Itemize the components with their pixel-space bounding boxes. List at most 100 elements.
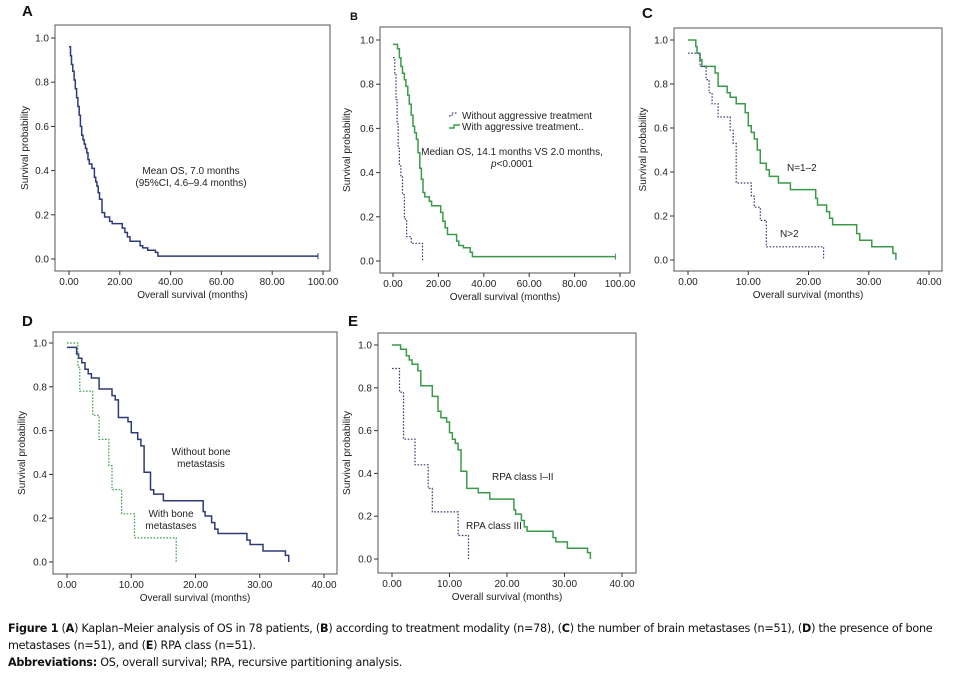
y-tick-label: 0.0 xyxy=(360,257,374,268)
y-tick-label: 0.4 xyxy=(33,470,47,481)
figure-label: Figure 1 xyxy=(8,622,59,635)
caption-panel-ref-d: D xyxy=(802,622,812,635)
x-tick-label: 10.00 xyxy=(437,579,462,590)
y-tick-label: 0.0 xyxy=(35,255,49,266)
abbreviations-line: Abbreviations: OS, overall survival; RPA… xyxy=(8,654,963,671)
plot-frame-e xyxy=(377,332,637,574)
p-value-text: <0.0001 xyxy=(497,159,534,170)
x-tick-label: 60.00 xyxy=(209,277,234,288)
legend-label-with: With aggressive treatment.. xyxy=(462,122,584,133)
y-tick-label: 0.2 xyxy=(33,514,47,525)
x-tick-label: 20.00 xyxy=(107,277,132,288)
survival-curve-b-1 xyxy=(393,57,424,261)
annotation-mean-os: Mean OS, 7.0 months xyxy=(142,166,239,177)
caption-panel-ref-b: B xyxy=(320,622,329,635)
x-tick-label: 100.00 xyxy=(308,277,339,288)
y-tick-label: 0.6 xyxy=(33,426,47,437)
y-tick-label: 0.0 xyxy=(33,558,47,569)
y-tick-label: 0.8 xyxy=(360,80,374,91)
x-tick-label: 30.00 xyxy=(856,277,881,288)
panel-a: A 0.0 0.2 0.4 0.6 0.8 1.0 0.00 20.00 40.00 60.00 8… xyxy=(20,3,339,301)
y-tick-label: 1.0 xyxy=(654,36,668,47)
legend-label-without: Without aggressive treatment xyxy=(462,111,592,122)
x-tick-label: 0.00 xyxy=(383,279,403,290)
x-tick-label: 40.00 xyxy=(609,579,634,590)
panel-b: B 0.0 0.2 0.4 0.6 0.8 1.0 0.00 20.00 40.00 60.00 8… xyxy=(342,11,636,303)
y-tick-label: 0.4 xyxy=(358,469,372,480)
x-tick-label: 20.00 xyxy=(494,579,519,590)
plot-frame-a xyxy=(54,24,331,272)
annotation-without-bone-2: metastasis xyxy=(177,459,225,470)
y-axis-label: Survival probability xyxy=(342,411,353,495)
annotation-rpa-iii: RPA class III xyxy=(466,521,522,532)
y-tick-label: 0.4 xyxy=(654,168,668,179)
legend-symbol-with xyxy=(449,124,460,129)
annotation-rpa-i-ii: RPA class I–II xyxy=(492,472,554,483)
plot-frame-b xyxy=(379,26,631,274)
abbreviations-text: OS, overall survival; RPA, recursive par… xyxy=(96,656,403,669)
caption-panel-ref-c: C xyxy=(561,622,570,635)
y-tick-label: 0.0 xyxy=(358,555,372,566)
y-tick-label: 1.0 xyxy=(35,34,49,45)
survival-curve-e-1 xyxy=(392,344,592,559)
annotation-n2: N>2 xyxy=(780,229,799,240)
x-axis-label: Overall survival (months) xyxy=(450,292,561,303)
x-axis-label: Overall survival (months) xyxy=(452,592,563,603)
x-tick-label: 0.00 xyxy=(57,580,77,591)
panel-letter-e: E xyxy=(348,313,358,330)
panel-e: E 0.0 0.2 0.4 0.6 0.8 1.0 0.00 10.00 20.00 30.00 4… xyxy=(342,313,637,603)
y-tick-label: 0.6 xyxy=(360,124,374,135)
caption-text: according to treatment modality (n=78), xyxy=(332,622,558,635)
x-tick-label: 40.00 xyxy=(471,279,496,290)
annotation-n12: N=1–2 xyxy=(787,163,817,174)
x-tick-label: 20.00 xyxy=(183,580,208,591)
y-tick-label: 0.4 xyxy=(35,166,49,177)
x-tick-label: 0.00 xyxy=(678,277,698,288)
survival-curve-e-2 xyxy=(392,367,470,559)
y-axis-label: Survival probability xyxy=(20,106,31,190)
caption-text: RPA class (n=51). xyxy=(157,639,256,652)
survival-curve-a-1 xyxy=(69,46,318,257)
y-tick-label: 0.8 xyxy=(654,80,668,91)
y-tick-label: 0.6 xyxy=(35,122,49,133)
figure-caption: Figure 1 (A) Kaplan–Meier analysis of OS… xyxy=(8,620,963,671)
annotation-without-bone-1: Without bone xyxy=(172,447,231,458)
caption-panel-ref-a: A xyxy=(65,622,75,635)
panel-letter-c: C xyxy=(642,5,653,22)
y-tick-label: 0.8 xyxy=(358,383,372,394)
annotation-p-value: p<0.0001 xyxy=(490,159,533,170)
y-tick-label: 0.6 xyxy=(654,124,668,135)
x-tick-label: 60.00 xyxy=(517,279,542,290)
y-tick-label: 0.2 xyxy=(360,212,374,223)
panel-d: D 0.0 0.2 0.4 0.6 0.8 1.0 0.00 10.00 20.00 30.00 4… xyxy=(17,313,338,604)
caption-text: the presence of bone metastases (n=51), … xyxy=(8,622,933,652)
x-tick-label: 40.00 xyxy=(311,580,336,591)
survival-curve-c-2 xyxy=(688,52,825,260)
x-tick-label: 80.00 xyxy=(562,279,587,290)
annotation-with-bone-2: metastases xyxy=(145,521,196,532)
panel-letter-d: D xyxy=(22,313,33,330)
survival-curve-b-2 xyxy=(393,43,616,258)
y-tick-label: 0.2 xyxy=(35,210,49,221)
abbreviations-label: Abbreviations: xyxy=(8,656,97,669)
y-tick-label: 0.2 xyxy=(358,512,372,523)
y-tick-label: 0.8 xyxy=(35,78,49,89)
y-tick-label: 0.4 xyxy=(360,168,374,179)
caption-text: Kaplan–Meier analysis of OS in 78 patien… xyxy=(78,622,316,635)
y-tick-label: 1.0 xyxy=(33,339,47,350)
annotation-ci: (95%CI, 4.6–9.4 months) xyxy=(135,178,246,189)
caption-panel-ref-e: E xyxy=(145,639,154,652)
caption-text: the number of brain metastases (n=51), xyxy=(573,622,798,635)
y-axis-label: Survival probability xyxy=(638,108,649,192)
legend-symbol-without xyxy=(449,112,458,117)
x-tick-label: 40.00 xyxy=(916,277,941,288)
x-tick-label: 0.00 xyxy=(59,277,79,288)
x-tick-label: 30.00 xyxy=(247,580,272,591)
x-tick-label: 0.00 xyxy=(382,579,402,590)
x-tick-label: 10.00 xyxy=(736,277,761,288)
y-axis-label: Survival probability xyxy=(342,108,353,192)
x-axis-label: Overall survival (months) xyxy=(140,593,251,604)
survival-curve-d-1 xyxy=(67,346,290,562)
y-axis-label: Survival probability xyxy=(17,411,28,495)
legend: Without aggressive treatment With aggres… xyxy=(449,111,592,133)
